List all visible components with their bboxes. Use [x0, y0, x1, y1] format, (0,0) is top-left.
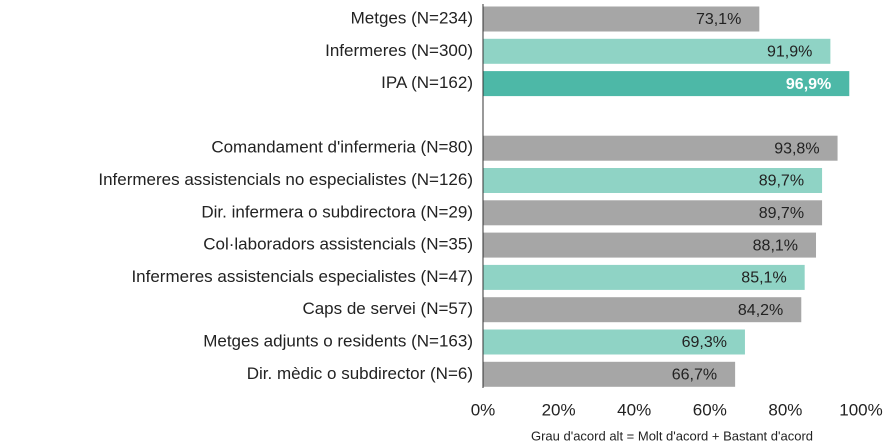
y-tick-label: Metges (N=234)	[351, 8, 473, 27]
bar	[483, 297, 802, 323]
y-tick-label: Comandament d'infermeria (N=80)	[211, 138, 473, 157]
y-tick-label: Infermeres assistencials no especialiste…	[98, 170, 473, 189]
x-tick-label: 20%	[542, 400, 576, 419]
bar	[483, 71, 850, 97]
value-label: 93,8%	[774, 140, 819, 157]
bar	[483, 38, 831, 64]
bar	[483, 232, 817, 258]
y-tick-label: Caps de servei (N=57)	[302, 299, 473, 318]
x-tick-label: 40%	[617, 400, 651, 419]
bar	[483, 329, 745, 355]
value-label: 91,9%	[767, 44, 812, 61]
bar	[483, 361, 736, 387]
value-label: 85,1%	[741, 270, 786, 287]
value-label: 88,1%	[753, 237, 798, 254]
bar	[483, 135, 838, 161]
value-label: 89,7%	[759, 173, 804, 190]
value-label: 73,1%	[696, 11, 741, 28]
x-tick-label: 0%	[471, 400, 496, 419]
y-tick-label: Infermeres assistencials especialistes (…	[131, 267, 473, 286]
value-label: 96,9%	[786, 76, 831, 93]
value-label: 89,7%	[759, 205, 804, 222]
bar	[483, 200, 823, 226]
y-tick-label: Dir. mèdic o subdirector (N=6)	[247, 364, 473, 383]
bar	[483, 6, 760, 32]
y-tick-label: Dir. infermera o subdirectora (N=29)	[201, 202, 473, 221]
x-tick-label: 80%	[768, 400, 802, 419]
value-label: 66,7%	[672, 367, 717, 384]
y-tick-label: Metges adjunts o residents (N=163)	[203, 331, 473, 350]
y-tick-label: Col·laboradors assistencials (N=35)	[203, 235, 473, 254]
bar	[483, 264, 805, 290]
value-label: 84,2%	[738, 302, 783, 319]
y-tick-label: Infermeres (N=300)	[325, 41, 473, 60]
x-tick-label: 60%	[693, 400, 727, 419]
x-tick-label: 100%	[839, 400, 882, 419]
value-label: 69,3%	[682, 334, 727, 351]
bar	[483, 168, 823, 193]
y-tick-label: IPA (N=162)	[381, 73, 473, 92]
x-axis-label: Grau d'acord alt = Molt d'acord + Bastan…	[531, 428, 813, 443]
